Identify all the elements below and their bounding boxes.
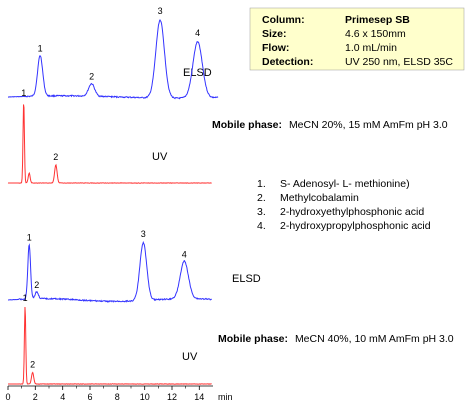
trace-line-2: [7, 104, 212, 184]
x-tick-label-6: 6: [87, 392, 92, 402]
mobile-phase-1: Mobile phase: MeCN 20%, 15 mM AmFm pH 3.…: [212, 119, 448, 131]
detector-label-uv-2: UV: [182, 351, 198, 363]
compound-legend: 1. S- Adenosyl- L- methionine) 2. Methyl…: [257, 178, 431, 232]
peak-label-trace1-3: 3: [158, 6, 163, 16]
peak-label-trace4-2: 2: [30, 359, 35, 369]
detector-label-elsd-2: ELSD: [232, 273, 261, 285]
compound-name-1: S- Adenosyl- L- methionine): [280, 178, 410, 190]
peak-label-trace3-1: 1: [27, 233, 32, 243]
x-tick-label-8: 8: [115, 392, 120, 402]
mobile-phase-1-value: MeCN 20%, 15 mM AmFm pH 3.0: [289, 119, 448, 131]
trace-line-4: [7, 306, 212, 385]
x-tick-label-12: 12: [167, 392, 177, 402]
mobile-phase-2: Mobile phase: MeCN 40%, 10 mM AmFm pH 3.…: [218, 333, 454, 345]
trace-line-1: [7, 18, 219, 100]
conditions-box-background: [249, 7, 465, 71]
compound-name-2: Methylcobalamin: [280, 192, 359, 204]
compound-num-4: 4.: [257, 220, 266, 232]
x-tick-label-4: 4: [60, 392, 65, 402]
compound-name-4: 2-hydroxypropylphosphonic acid: [280, 220, 431, 232]
detector-label-elsd-1: ELSD: [183, 67, 212, 79]
peak-label-trace1-2: 2: [89, 72, 94, 82]
x-axis-unit: min: [218, 392, 233, 402]
condition-key-flow: Flow:: [262, 42, 289, 54]
condition-key-column: Column:: [262, 14, 305, 26]
x-tick-label-10: 10: [140, 392, 150, 402]
condition-value-size: 4.6 x 150mm: [345, 28, 406, 40]
condition-value-column: Primesep SB: [345, 14, 410, 26]
mobile-phase-1-label: Mobile phase:: [212, 119, 282, 131]
peak-label-trace4-1: 1: [23, 293, 28, 303]
peak-label-trace1-1: 1: [38, 43, 43, 53]
mobile-phase-2-value: MeCN 40%, 10 mM AmFm pH 3.0: [295, 333, 454, 345]
compound-num-2: 2.: [257, 192, 266, 204]
peak-label-trace3-2: 2: [34, 280, 39, 290]
detector-label-uv-1: UV: [152, 151, 168, 163]
peak-label-trace2-2: 2: [53, 152, 58, 162]
x-axis: 0 2 4 6 8 10 12 14 min: [5, 385, 233, 402]
peak-label-trace3-3: 3: [141, 229, 146, 239]
conditions-box: Column: Primesep SB Size: 4.6 x 150mm Fl…: [249, 7, 465, 71]
x-tick-label-2: 2: [33, 392, 38, 402]
compound-name-3: 2-hydroxyethylphosphonic acid: [280, 206, 424, 218]
x-tick-label-0: 0: [5, 392, 10, 402]
x-tick-label-14: 14: [194, 392, 204, 402]
peak-label-trace1-4: 4: [195, 28, 200, 38]
compound-num-3: 3.: [257, 206, 266, 218]
mobile-phase-2-label: Mobile phase:: [218, 333, 288, 345]
condition-value-detection: UV 250 nm, ELSD 35C: [345, 56, 453, 68]
peak-label-trace2-1: 1: [21, 88, 26, 98]
condition-key-detection: Detection:: [262, 56, 313, 68]
condition-key-size: Size:: [262, 28, 287, 40]
trace-line-3: [7, 240, 212, 303]
condition-value-flow: 1.0 mL/min: [345, 42, 397, 54]
peak-label-trace3-4: 4: [182, 250, 187, 260]
compound-num-1: 1.: [257, 178, 266, 190]
